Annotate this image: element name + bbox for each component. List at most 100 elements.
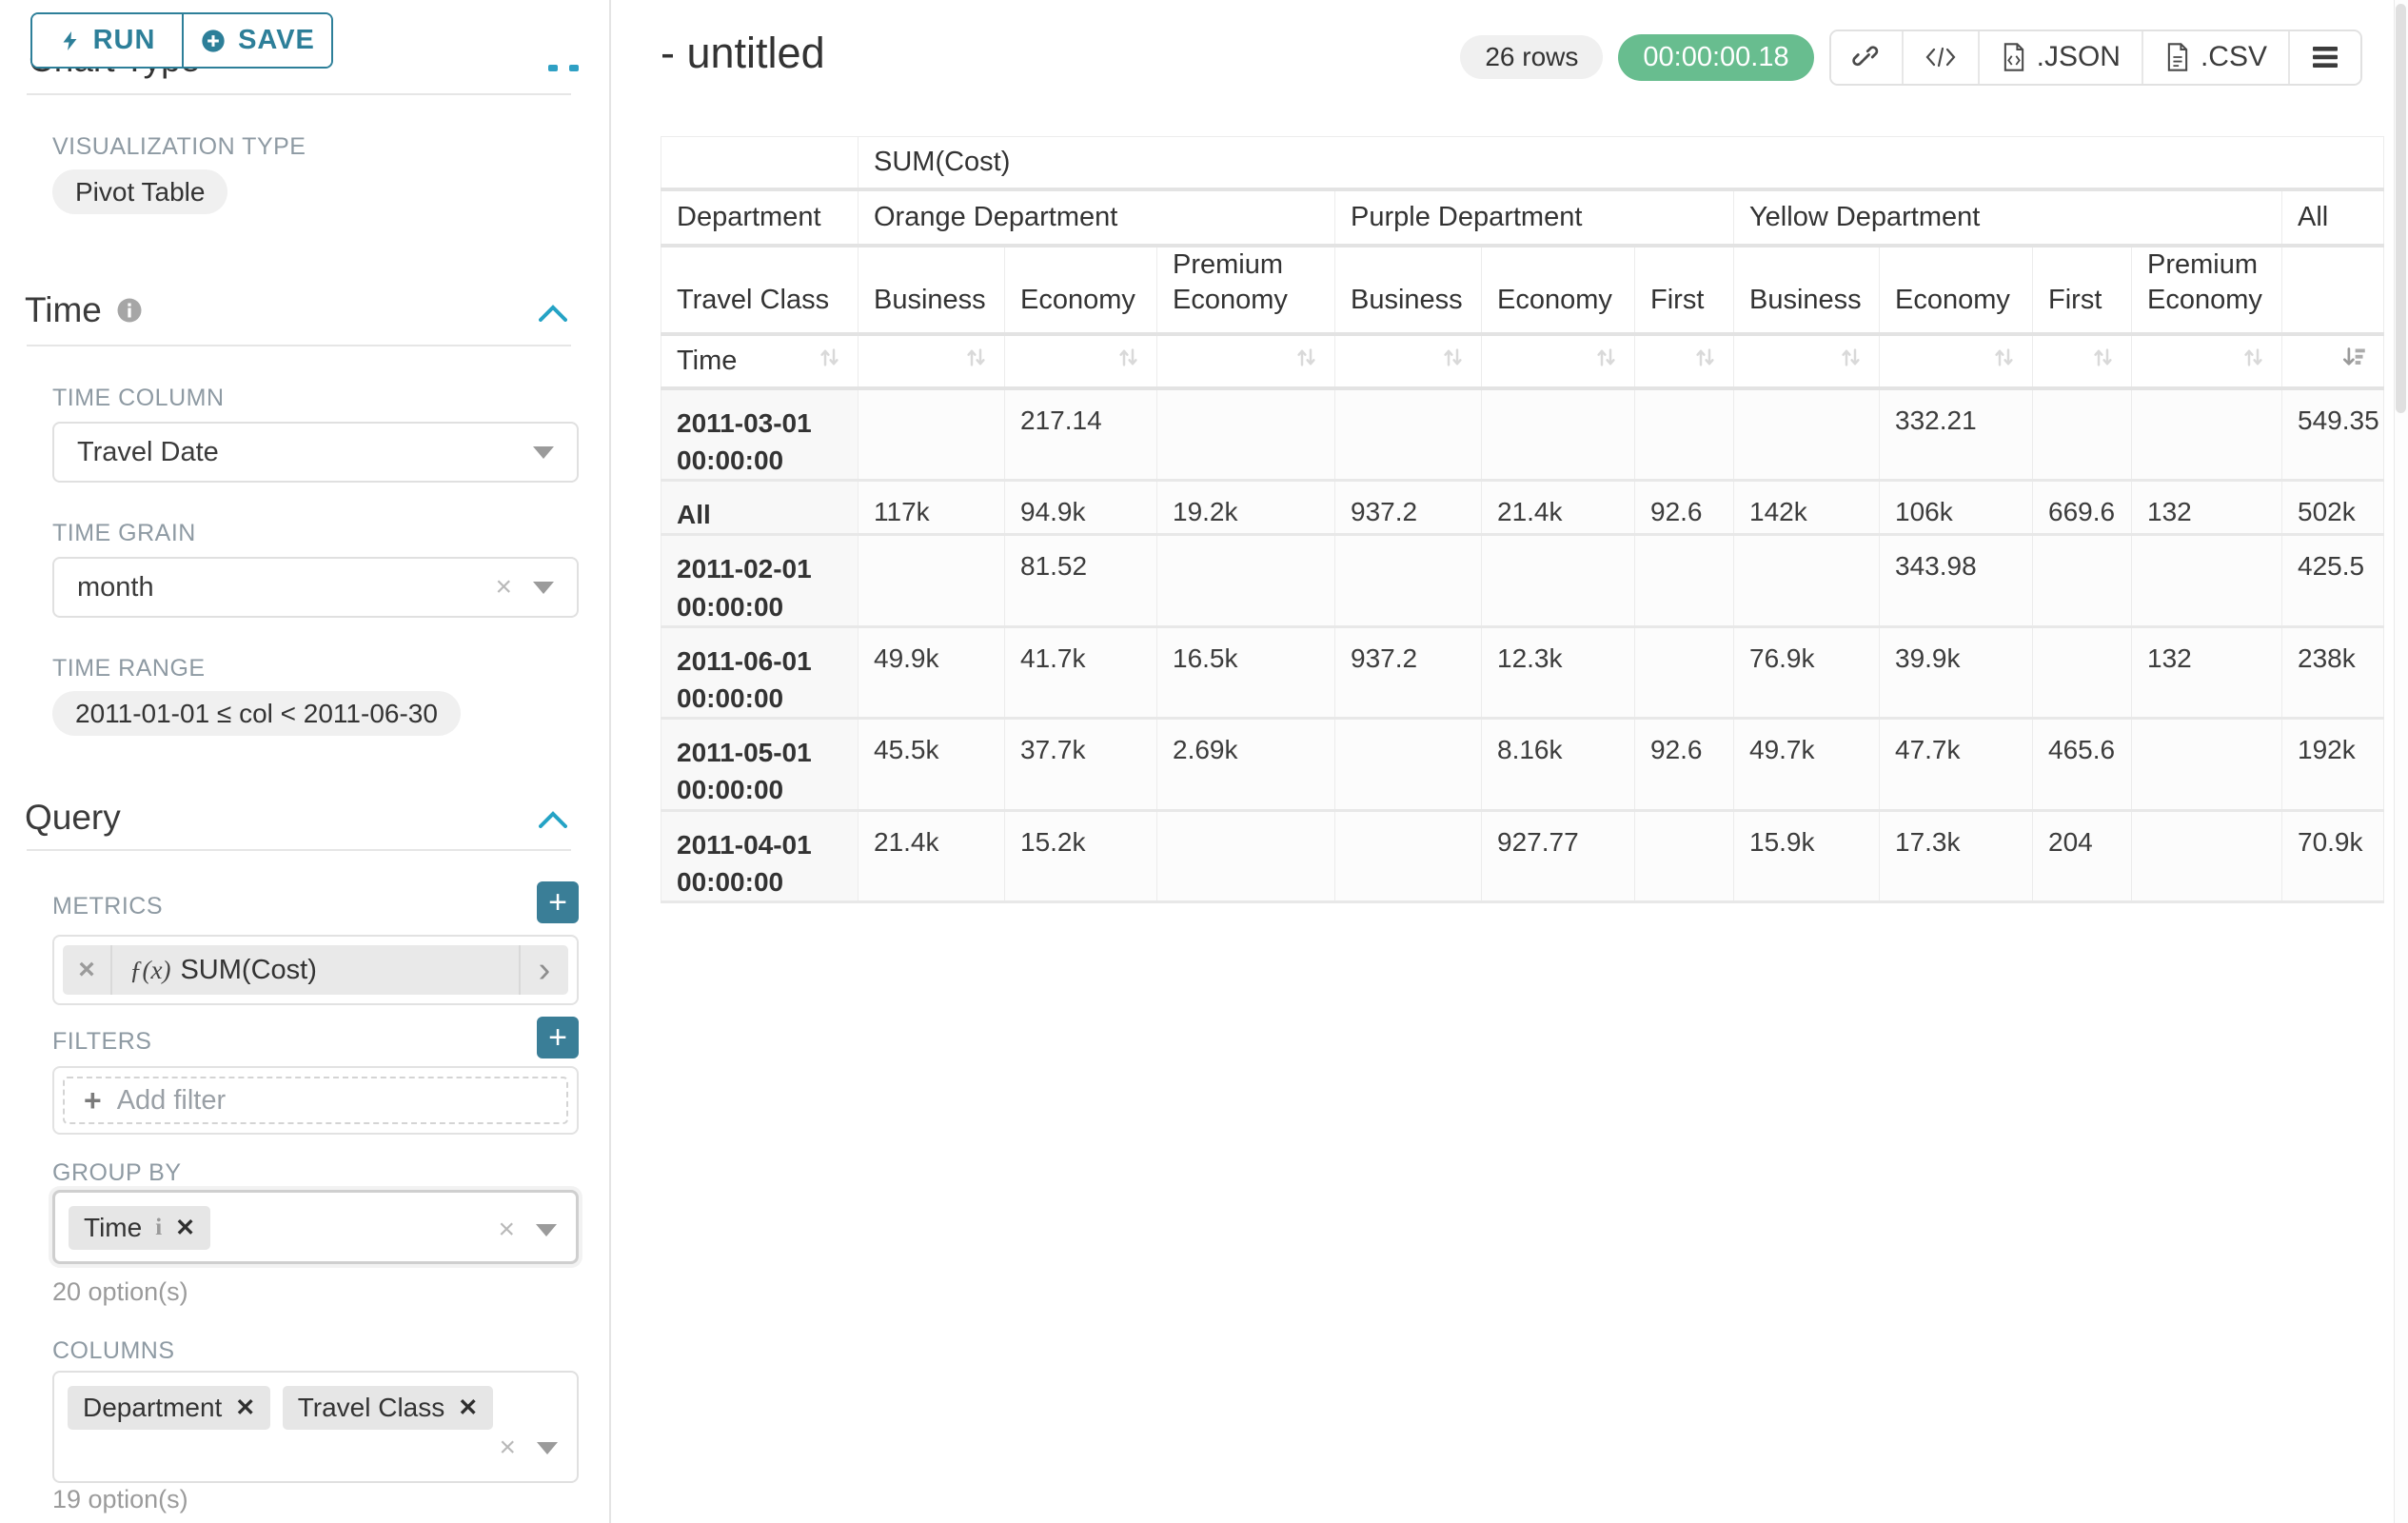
sort-header-cell[interactable] (1156, 333, 1335, 390)
chevron-up-icon[interactable] (539, 305, 567, 322)
clear-icon[interactable]: × (499, 1432, 516, 1463)
export-toolbar: .JSON .CSV (1828, 29, 2362, 86)
json-file-icon (2003, 43, 2023, 71)
query-section-heading: Query (25, 798, 121, 837)
chevron-up-icon[interactable] (539, 811, 567, 828)
sort-desc-icon[interactable] (2340, 345, 2368, 378)
pivot-value-cell (1634, 534, 1734, 628)
save-button[interactable]: SAVE (182, 14, 331, 67)
clear-icon[interactable]: × (495, 571, 512, 603)
pivot-value-cell (1156, 809, 1335, 903)
viz-type-pill[interactable]: Pivot Table (52, 169, 228, 214)
pivot-value-cell (1733, 387, 1880, 483)
time-range-pill[interactable]: 2011-01-01 ≤ col < 2011-06-30 (52, 691, 461, 736)
sort-header-cell[interactable]: Time (661, 333, 859, 390)
clear-icon[interactable]: × (498, 1214, 515, 1245)
sort-icon[interactable] (963, 345, 989, 378)
sort-header-cell[interactable] (2280, 333, 2385, 390)
pivot-value-cell: 132 (2131, 625, 2282, 721)
chevron-down-icon (537, 1441, 558, 1454)
add-filter-plus-button[interactable]: + (537, 1017, 579, 1058)
sort-header-cell[interactable] (1481, 333, 1635, 390)
time-column-select[interactable]: Travel Date (52, 422, 579, 483)
pivot-row-header: 2011-03-01 00:00:00 (661, 387, 859, 483)
chart-title[interactable]: - untitled (661, 29, 825, 77)
scrollbar-thumb[interactable] (2396, 4, 2406, 413)
pivot-value-cell: 45.5k (858, 718, 1005, 812)
add-metric-button[interactable]: + (537, 881, 579, 923)
sort-icon[interactable] (1593, 345, 1619, 378)
columns-chip[interactable]: Travel Class ✕ (282, 1386, 494, 1430)
collapse-icon[interactable] (548, 65, 558, 71)
pivot-value-cell (1481, 387, 1635, 483)
copy-link-button[interactable] (1830, 30, 1902, 84)
sort-icon[interactable] (1838, 345, 1864, 378)
columns-select[interactable]: Department ✕ Travel Class ✕ × (52, 1371, 579, 1483)
sort-header-cell[interactable] (1733, 333, 1880, 390)
group-by-select[interactable]: Time i ✕ × (52, 1190, 579, 1264)
sort-header-cell[interactable] (1634, 333, 1734, 390)
pivot-value-cell: 465.6 (2032, 718, 2132, 812)
pivot-value-cell: 21.4k (1481, 480, 1635, 537)
time-column-label: TIME COLUMN (52, 385, 225, 411)
pivot-value-cell: 669.6 (2032, 480, 2132, 537)
pivot-value-cell: 39.9k (1879, 625, 2033, 721)
code-icon (1925, 47, 1956, 68)
pivot-value-cell (1334, 718, 1482, 812)
divider (27, 849, 571, 851)
pivot-class-header: First (1634, 244, 1734, 336)
pivot-value-cell (2032, 625, 2132, 721)
sort-header-cell[interactable] (1334, 333, 1482, 390)
row-count-badge: 26 rows (1460, 35, 1604, 79)
pivot-value-cell: 76.9k (1733, 625, 1880, 721)
sort-icon[interactable] (1115, 345, 1141, 378)
lightning-icon (63, 30, 77, 50)
sort-icon[interactable] (817, 345, 842, 378)
remove-chip-icon[interactable]: ✕ (235, 1394, 256, 1421)
remove-chip-icon[interactable]: ✕ (175, 1215, 196, 1241)
pivot-value-cell: 70.9k (2280, 809, 2385, 903)
pivot-value-cell (1334, 387, 1482, 483)
pivot-value-cell: 502k (2280, 480, 2385, 537)
pivot-dimension-header: Travel Class (661, 244, 859, 336)
expand-icon[interactable] (569, 65, 579, 71)
sort-icon[interactable] (1991, 345, 2017, 378)
chevron-right-icon[interactable]: › (519, 945, 568, 995)
export-csv-button[interactable]: .CSV (2141, 30, 2288, 84)
remove-chip-icon[interactable]: ✕ (458, 1394, 479, 1421)
run-button[interactable]: RUN (32, 14, 182, 67)
sort-icon[interactable] (1692, 345, 1718, 378)
sort-header-cell[interactable] (2032, 333, 2132, 390)
metric-item[interactable]: × ƒ(x) SUM(Cost) › (63, 945, 568, 995)
pivot-value-cell: 47.7k (1879, 718, 2033, 812)
metrics-label: METRICS (52, 893, 163, 920)
run-save-button-group: RUN SAVE (30, 12, 333, 69)
time-grain-select[interactable]: month × (52, 557, 579, 618)
columns-chip[interactable]: Department ✕ (68, 1386, 271, 1430)
embed-code-button[interactable] (1901, 30, 1978, 84)
pivot-class-header: Premium Economy (2131, 244, 2282, 336)
pivot-class-header: Economy (1004, 244, 1157, 336)
pivot-value-cell: 41.7k (1004, 625, 1157, 721)
time-grain-label: TIME GRAIN (52, 520, 196, 546)
sort-icon[interactable] (1293, 345, 1319, 378)
chevron-down-icon (536, 1223, 557, 1236)
menu-button[interactable] (2288, 30, 2360, 84)
pivot-value-cell (1156, 387, 1335, 483)
page-scrollbar[interactable] (2394, 0, 2408, 1523)
time-section-heading: Time (25, 290, 144, 330)
pivot-table-container: SUM(Cost) Department Orange Department Purp… (661, 136, 2385, 903)
group-by-label: GROUP BY (52, 1159, 182, 1186)
sort-icon[interactable] (1440, 345, 1466, 378)
sort-header-cell[interactable] (858, 333, 1005, 390)
add-filter-button[interactable]: + Add filter (63, 1077, 568, 1124)
export-json-button[interactable]: .JSON (1977, 30, 2142, 84)
sort-header-cell[interactable] (2131, 333, 2282, 390)
group-by-options-note: 20 option(s) (52, 1277, 188, 1306)
remove-metric-icon[interactable]: × (63, 945, 112, 995)
group-by-chip[interactable]: Time i ✕ (69, 1206, 211, 1250)
sort-header-cell[interactable] (1004, 333, 1157, 390)
sort-header-cell[interactable] (1879, 333, 2033, 390)
sort-icon[interactable] (2090, 345, 2116, 378)
sort-icon[interactable] (2240, 345, 2266, 378)
